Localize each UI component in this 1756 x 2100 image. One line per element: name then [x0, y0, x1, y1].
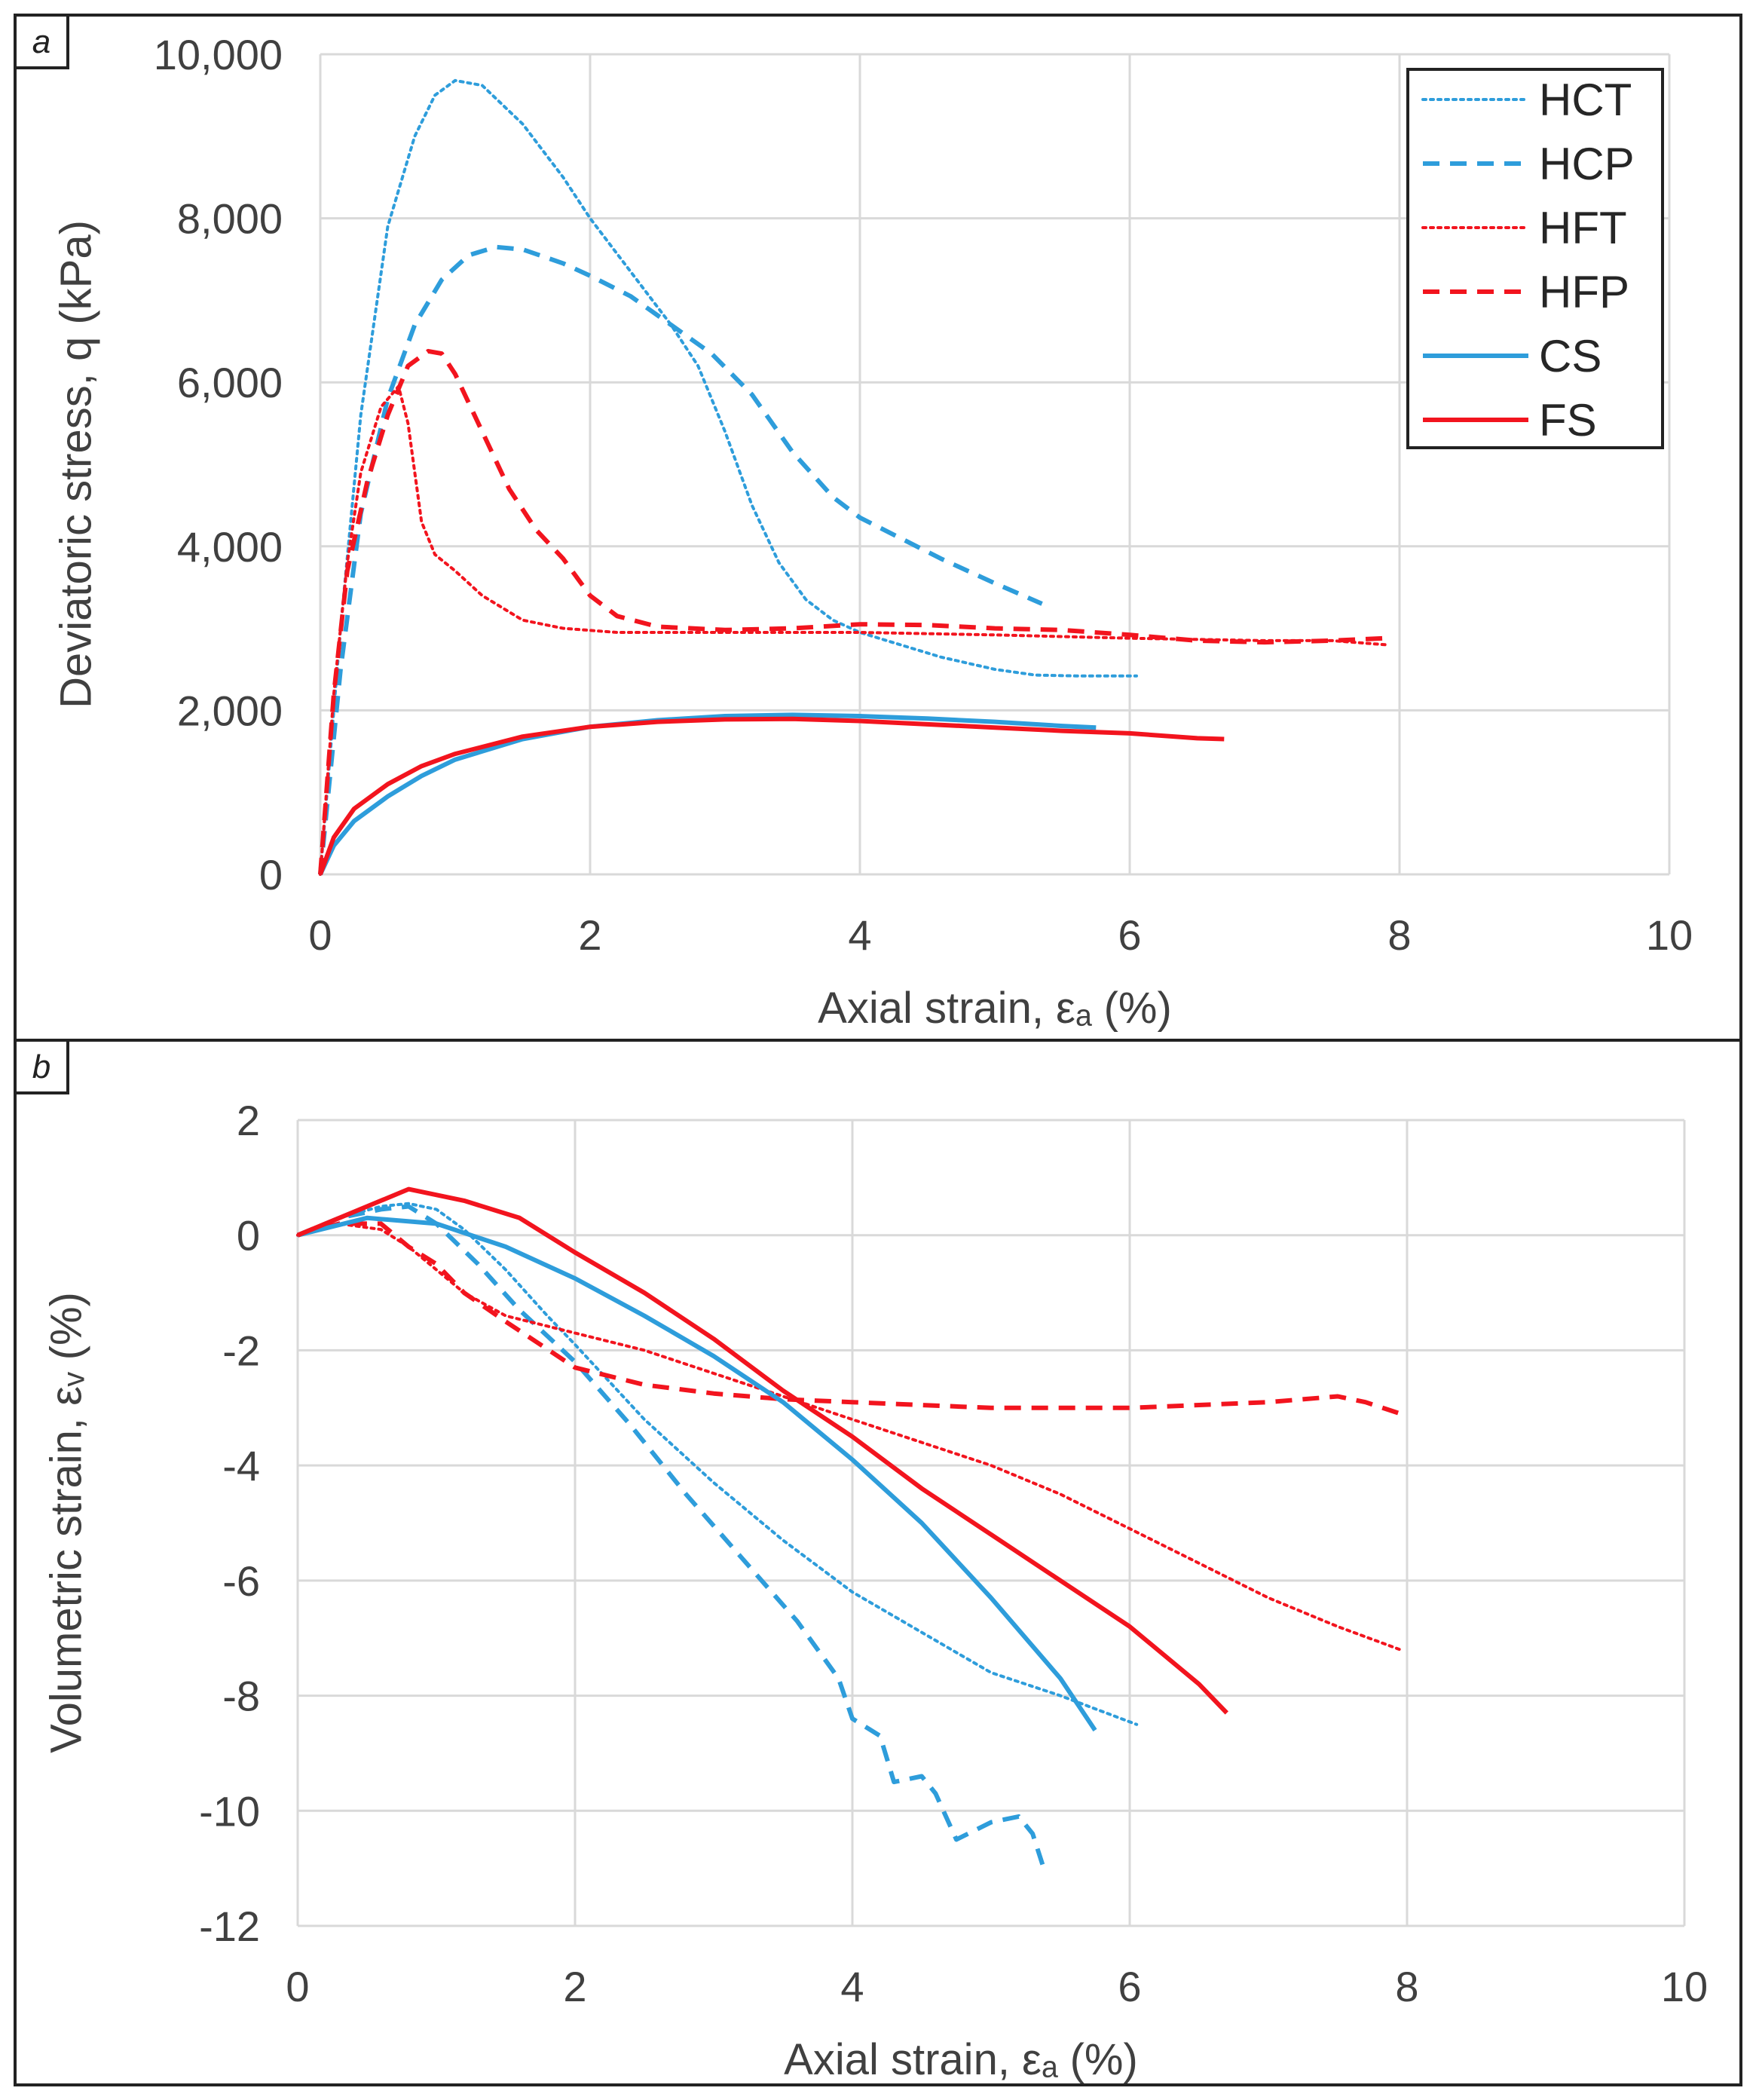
x-tick-label: 10: [1661, 1963, 1708, 2010]
y-tick-label: 8,000: [177, 195, 283, 243]
y-tick-label: -8: [222, 1673, 260, 1720]
panel-b-tag-box: [14, 1039, 69, 1094]
panel-b-grid: [296, 1119, 1686, 1927]
legend-label-hct: HCT: [1539, 75, 1632, 125]
legend-label-fs: FS: [1539, 395, 1597, 445]
y-tick-label: -6: [222, 1557, 260, 1605]
x-tick-label: 4: [848, 911, 871, 959]
series-hct-panel-a: [319, 78, 1138, 876]
y-tick-label: 0: [237, 1212, 260, 1260]
legend-label-hft: HFT: [1539, 203, 1627, 253]
x-tick-label: 0: [308, 911, 332, 959]
x-tick-label: 6: [1118, 911, 1141, 959]
x-tick-label: 8: [1387, 911, 1411, 959]
panel-b-frame: [14, 1039, 1742, 2086]
x-tick-label: 8: [1395, 1963, 1418, 2010]
x-tick-label: 10: [1646, 911, 1693, 959]
legend: HCT HCP HFT HFP CS FS: [1406, 68, 1664, 449]
panel-a-series: [318, 78, 1388, 876]
legend-box: [1406, 68, 1664, 449]
panel-b-x-axis-title: Axial strain, εₐ (%): [784, 2035, 1138, 2084]
y-tick-label: 10,000: [154, 31, 283, 78]
panel-a-tag: a: [32, 23, 50, 60]
y-tick-label: 2,000: [177, 687, 283, 734]
x-tick-label: 0: [286, 1963, 309, 2010]
series-hft-panel-b: [296, 1222, 1402, 1652]
series-hft-panel-a: [319, 384, 1388, 876]
y-tick-label: 2: [237, 1097, 260, 1144]
panel-b-y-axis-title: Volumetric strain, εᵥ (%): [41, 1292, 90, 1753]
legend-label-hcp: HCP: [1539, 139, 1635, 189]
y-tick-label: -2: [222, 1327, 260, 1374]
legend-label-cs: CS: [1539, 331, 1602, 381]
x-tick-label: 4: [840, 1963, 864, 2010]
panel-b-series: [296, 1186, 1402, 1869]
series-hct-panel-b: [296, 1202, 1139, 1726]
panel-a-tick-labels: 0 2 4 6 8 10 0 2,000 4,000 6,000 8,000 10,000: [154, 31, 1693, 959]
x-tick-label: 2: [563, 1963, 586, 2010]
y-tick-label: 0: [259, 851, 283, 898]
panel-a-x-axis-title: Axial strain, εₐ (%): [818, 984, 1172, 1033]
panel-a-y-axis-title: Deviatoric stress, q (kPa): [51, 220, 100, 709]
series-hcp-panel-a: [318, 244, 1043, 875]
y-tick-label: 4,000: [177, 523, 283, 571]
series-hfp-panel-b: [297, 1221, 1401, 1416]
y-tick-label: 6,000: [177, 359, 283, 406]
series-hcp-panel-b: [296, 1204, 1046, 1869]
series-cs-panel-a: [318, 712, 1097, 876]
panel-b-tick-labels: 0 2 4 6 8 10 -12 -10 -8 -6 -4 -2 0 2: [199, 1097, 1708, 2010]
series-cs-panel-b: [297, 1215, 1097, 1732]
x-tick-label: 2: [578, 911, 601, 959]
y-tick-label: -4: [222, 1442, 260, 1489]
y-tick-label: -12: [199, 1903, 260, 1950]
x-tick-label: 6: [1118, 1963, 1141, 2010]
y-tick-label: -10: [199, 1787, 260, 1835]
legend-label-hfp: HFP: [1539, 267, 1629, 317]
series-fs-panel-b: [296, 1186, 1228, 1715]
panel-a-tag-box: [14, 14, 69, 69]
series-hfp-panel-a: [318, 348, 1387, 875]
panel-b-tag: b: [32, 1048, 50, 1085]
series-fs-panel-a: [318, 716, 1225, 876]
